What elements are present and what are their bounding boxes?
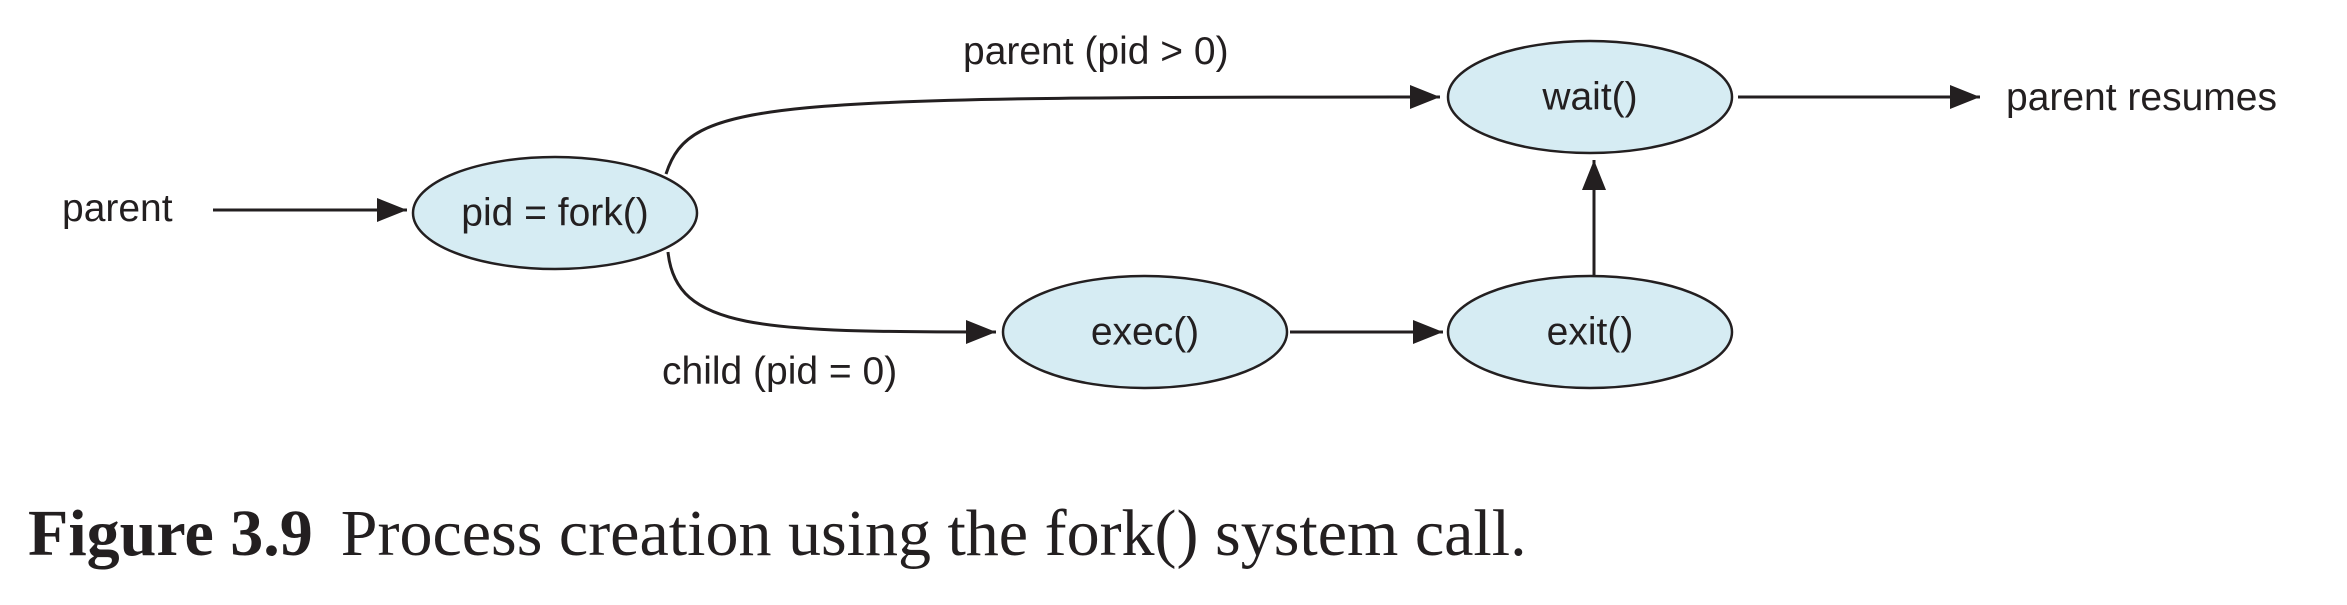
figure-caption-text: Process creation using the fork() system… [340, 497, 1527, 570]
edge-fork-to-exec [666, 251, 997, 344]
child-branch-label: child (pid = 0) [662, 350, 897, 393]
parent-label: parent [62, 187, 173, 230]
parent-branch-label: parent (pid > 0) [963, 30, 1229, 73]
fork-node-label: pid = fork() [461, 192, 648, 235]
figure-number: Figure 3.9 [28, 497, 313, 570]
parent-resumes-label: parent resumes [2006, 76, 2277, 119]
edge-fork-to-wait [664, 85, 1441, 175]
figure-caption: Figure 3.9 Process creation using the for… [28, 496, 1527, 572]
exec-node: exec() [1001, 274, 1289, 390]
wait-node-label: wait() [1541, 76, 1637, 119]
wait-node: wait() [1446, 39, 1734, 155]
exit-node: exit() [1446, 274, 1734, 390]
exec-node-label: exec() [1091, 311, 1199, 354]
exit-node-label: exit() [1547, 311, 1634, 354]
fork-node: pid = fork() [411, 155, 699, 271]
